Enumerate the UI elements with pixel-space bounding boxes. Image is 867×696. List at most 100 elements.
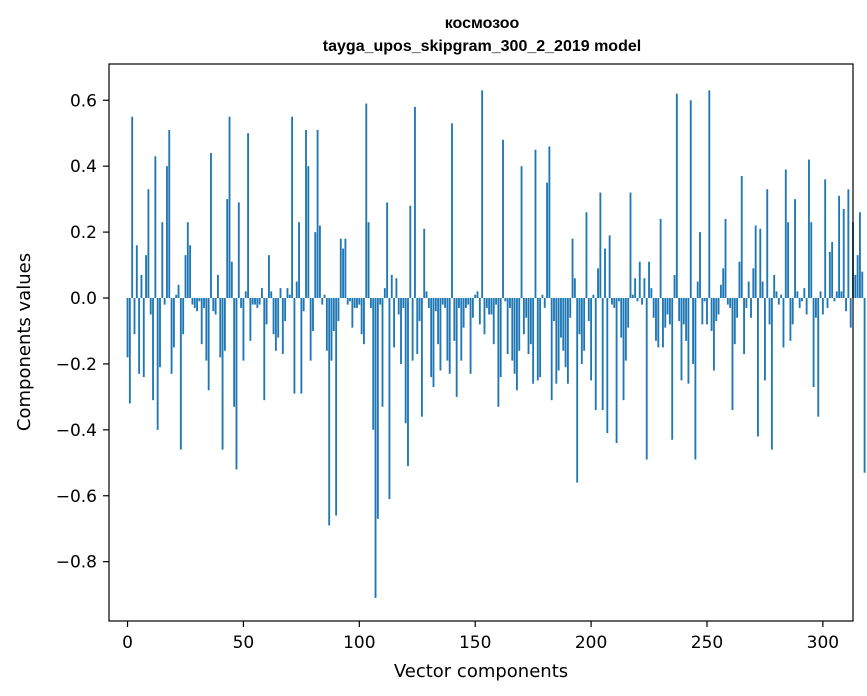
bar — [159, 298, 161, 368]
bar — [212, 298, 215, 312]
bar — [135, 245, 138, 298]
y-tick-label: −0.8 — [56, 553, 97, 573]
bar — [757, 298, 759, 437]
bar — [680, 298, 683, 381]
bar — [847, 189, 850, 298]
bar — [738, 261, 741, 298]
bar — [455, 298, 458, 397]
bar — [469, 298, 472, 374]
x-tick-label: 250 — [691, 633, 723, 653]
bar — [747, 281, 750, 299]
bar — [710, 298, 713, 331]
bar — [344, 238, 347, 299]
bar — [349, 298, 351, 302]
bar — [272, 298, 275, 335]
bar — [798, 298, 801, 308]
y-tick-label: 0.6 — [70, 91, 97, 111]
bar — [372, 298, 375, 430]
bar — [703, 298, 706, 302]
bar — [645, 298, 648, 460]
bar — [166, 166, 168, 298]
bar — [467, 298, 470, 305]
bar — [509, 298, 511, 308]
bar — [400, 298, 402, 364]
x-tick-label: 150 — [459, 633, 491, 653]
bar — [805, 298, 808, 315]
bar — [200, 298, 203, 345]
bar — [536, 298, 539, 381]
bar — [265, 298, 268, 325]
bar — [743, 298, 745, 355]
bar — [694, 298, 697, 460]
bar — [434, 298, 437, 312]
bar — [281, 298, 284, 355]
bar — [796, 291, 799, 298]
bar — [497, 298, 500, 407]
bar — [376, 298, 379, 519]
bar — [664, 298, 667, 328]
bar — [279, 288, 282, 299]
bar — [386, 202, 389, 299]
bar — [641, 298, 644, 305]
bar — [854, 274, 857, 298]
x-tick-label: 50 — [233, 633, 255, 653]
bar — [617, 298, 620, 302]
bar — [478, 298, 481, 325]
bar — [803, 288, 806, 299]
bar — [529, 298, 532, 345]
bar — [782, 298, 785, 348]
bar — [821, 298, 824, 315]
bar — [784, 169, 787, 299]
y-tick-label: −0.4 — [56, 421, 97, 441]
bar — [682, 298, 685, 325]
bar — [233, 298, 236, 407]
bar — [566, 298, 569, 384]
y-tick-label: 0.0 — [70, 289, 97, 309]
bar — [740, 176, 743, 299]
bar — [770, 298, 773, 450]
bar — [495, 298, 497, 305]
bar — [759, 228, 762, 298]
bar — [541, 294, 544, 299]
bar — [824, 179, 827, 299]
bar — [643, 278, 646, 299]
bar — [726, 298, 729, 305]
bar — [724, 218, 727, 299]
bar — [156, 298, 159, 430]
bar — [337, 298, 340, 322]
bar — [356, 298, 358, 308]
chart-title: космозоо — [445, 15, 520, 32]
bar — [583, 298, 586, 351]
bar — [451, 123, 453, 299]
bar — [177, 284, 180, 298]
bar — [425, 291, 428, 298]
bar — [367, 222, 370, 298]
bar — [861, 271, 864, 299]
bar — [184, 255, 187, 299]
bar — [235, 298, 238, 470]
bar — [777, 298, 780, 305]
bar — [687, 298, 690, 384]
bar — [719, 284, 722, 298]
bar — [638, 261, 641, 298]
bar — [402, 298, 405, 308]
bar — [314, 232, 317, 299]
bar — [856, 255, 859, 299]
bar — [838, 195, 841, 298]
bar — [298, 222, 300, 298]
bar — [808, 159, 810, 299]
bar — [845, 298, 847, 312]
bar — [546, 182, 548, 299]
bar — [611, 298, 613, 305]
bar — [826, 298, 829, 308]
bar — [553, 298, 555, 322]
bar — [465, 298, 467, 308]
x-tick-label: 300 — [807, 633, 839, 653]
bar — [126, 298, 129, 358]
bar — [859, 212, 861, 298]
bar — [706, 298, 708, 325]
bar — [277, 298, 280, 338]
bar — [441, 298, 444, 305]
bar — [330, 298, 333, 361]
bar — [154, 156, 157, 298]
